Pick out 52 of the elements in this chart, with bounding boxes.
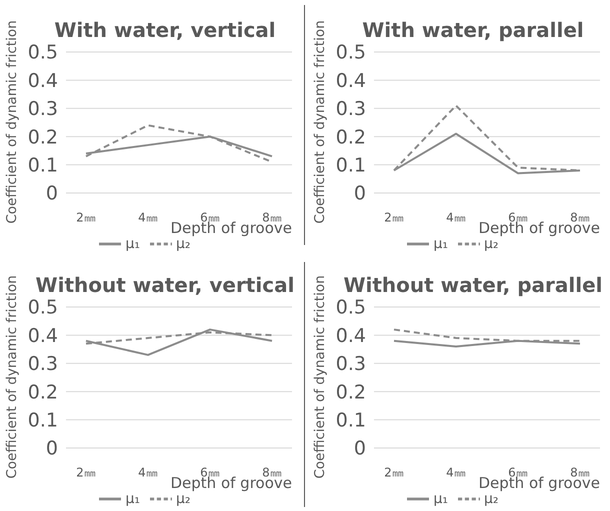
x-tick-label: 2㎜ bbox=[384, 466, 404, 480]
legend-label: μ₁ bbox=[433, 490, 448, 507]
y-tick-label: 0.3 bbox=[28, 98, 58, 120]
legend-label: μ₂ bbox=[484, 490, 499, 507]
y-tick-label: 0.4 bbox=[28, 324, 58, 347]
y-tick-label: 0 bbox=[354, 182, 366, 205]
legend-label: μ₁ bbox=[125, 490, 140, 507]
y-tick-label: 0.3 bbox=[336, 353, 366, 376]
y-tick-label: 0.5 bbox=[28, 42, 58, 64]
y-tick-label: 0.5 bbox=[28, 296, 58, 319]
y-tick-label: 0.2 bbox=[28, 126, 58, 148]
x-tick-label: 8㎜ bbox=[570, 210, 590, 225]
x-tick-label: 8㎜ bbox=[570, 466, 590, 480]
y-tick-label: 0 bbox=[46, 438, 58, 460]
y-axis-title: Coefficient of dynamic friction bbox=[312, 275, 328, 479]
y-tick-label: 0.4 bbox=[28, 70, 58, 92]
y-tick-label: 0 bbox=[46, 182, 58, 205]
x-tick-label: 4㎜ bbox=[446, 210, 466, 225]
y-tick-label: 0.1 bbox=[336, 410, 366, 432]
x-tick-label: 8㎜ bbox=[262, 210, 282, 225]
y-tick-label: 0 bbox=[354, 438, 366, 460]
legend-label: μ₂ bbox=[484, 236, 499, 252]
chart-title: With water, parallel bbox=[361, 18, 585, 42]
y-tick-label: 0.2 bbox=[336, 381, 366, 404]
legend-label: μ₂ bbox=[176, 236, 191, 252]
x-tick-label: 4㎜ bbox=[138, 466, 158, 480]
y-tick-label: 0.3 bbox=[336, 98, 366, 120]
y-tick-label: 0.2 bbox=[28, 381, 58, 404]
y-tick-label: 0.5 bbox=[336, 42, 366, 64]
chart-title: Without water, parallel bbox=[342, 273, 604, 297]
legend-label: μ₁ bbox=[125, 236, 140, 252]
chart-title: Without water, vertical bbox=[34, 273, 296, 297]
y-tick-label: 0.1 bbox=[28, 410, 58, 432]
y-tick-label: 0.5 bbox=[336, 296, 366, 319]
legend-label: μ₂ bbox=[176, 490, 191, 507]
x-tick-label: 8㎜ bbox=[262, 466, 282, 480]
y-tick-label: 0.2 bbox=[336, 126, 366, 148]
y-axis-title: Coefficient of dynamic friction bbox=[4, 275, 20, 479]
x-tick-label: 4㎜ bbox=[138, 210, 158, 225]
x-tick-label: 2㎜ bbox=[384, 210, 404, 225]
x-tick-label: 2㎜ bbox=[76, 466, 96, 480]
y-axis-title: Coefficient of dynamic friction bbox=[4, 20, 20, 224]
y-tick-label: 0.4 bbox=[336, 70, 366, 92]
chart-title: With water, vertical bbox=[53, 18, 277, 42]
y-tick-label: 0.1 bbox=[336, 154, 366, 177]
y-tick-label: 0.4 bbox=[336, 324, 366, 347]
x-tick-label: 2㎜ bbox=[76, 210, 96, 225]
legend-label: μ₁ bbox=[433, 236, 448, 252]
y-tick-label: 0.1 bbox=[28, 154, 58, 177]
y-tick-label: 0.3 bbox=[28, 353, 58, 376]
y-axis-title: Coefficient of dynamic friction bbox=[312, 20, 328, 224]
x-tick-label: 4㎜ bbox=[446, 466, 466, 480]
